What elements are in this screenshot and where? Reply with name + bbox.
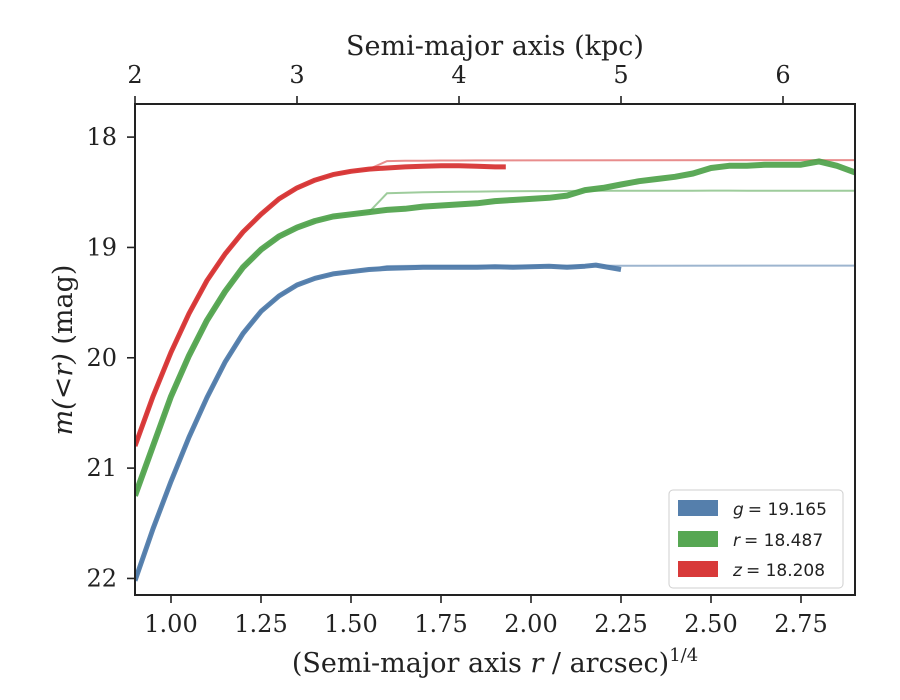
top-x-tick-label: 5 [613,61,628,89]
x-axis-label: (Semi-major axis r / arcsec)1/4 [292,645,698,679]
profile-line-z [135,163,506,447]
y-tick-label: 20 [86,344,117,372]
legend-var-z: z [732,561,743,581]
top-x-axis-label: Semi-major axis (kpc) [346,31,644,62]
legend: g = 19.165 r = 18.487 z = 18.208 [668,489,844,589]
x-tick-label: 1.50 [324,610,377,638]
legend-value-g: = 19.165 [748,500,827,520]
legend-item-z: z = 18.208 [678,561,825,581]
top-x-ticks: 2 3 4 5 6 [127,61,791,104]
top-x-tick-label: 3 [289,61,304,89]
y-tick-label: 22 [86,564,117,592]
y-tick-label: 18 [86,123,117,151]
legend-label-r: r = 18.487 [733,531,823,551]
y-axis-label-math: m(<r) [48,353,79,435]
profile-line-r [135,158,855,497]
top-x-tick-label: 2 [127,61,142,89]
legend-var-r: r [733,531,741,551]
legend-swatch-g [678,500,718,516]
y-tick-label: 19 [86,233,117,261]
x-tick-label: 2.75 [774,610,827,638]
x-axis-label-suffix: / arcsec) [543,648,669,679]
y-ticks: 18 19 20 21 22 [86,123,135,592]
fit-curve-r [135,189,855,497]
y-axis-label-unit: (mag) [48,265,79,354]
x-ticks: 1.00 1.25 1.50 1.75 2.00 2.25 2.50 2.75 [144,595,828,638]
top-x-tick-label: 4 [451,61,466,89]
legend-label-g: g = 19.165 [733,500,827,520]
legend-item-g: g = 19.165 [678,500,827,520]
x-tick-label: 2.50 [684,610,737,638]
legend-swatch-z [678,561,718,577]
legend-swatch-r [678,531,718,547]
legend-label-z: z = 18.208 [732,561,825,581]
legend-value-r: = 18.487 [744,531,823,551]
x-axis-label-prefix: (Semi-major axis [292,648,531,679]
x-tick-label: 2.25 [594,610,647,638]
plot-frame [134,103,856,596]
x-axis-label-var: r [530,648,545,679]
legend-item-r: r = 18.487 [678,531,823,551]
x-tick-label: 1.00 [144,610,197,638]
profile-line-g [135,262,622,582]
profile-series [135,158,855,582]
x-axis-label-sup: 1/4 [669,645,698,666]
top-x-tick-label: 6 [775,61,790,89]
legend-var-g: g [733,500,744,520]
x-tick-label: 2.00 [504,610,557,638]
y-tick-label: 21 [86,454,117,482]
legend-value-z: = 18.208 [746,561,825,581]
x-tick-label: 1.25 [234,610,287,638]
x-tick-label: 1.75 [414,610,467,638]
y-axis-label: m(<r) (mag) [48,265,79,436]
